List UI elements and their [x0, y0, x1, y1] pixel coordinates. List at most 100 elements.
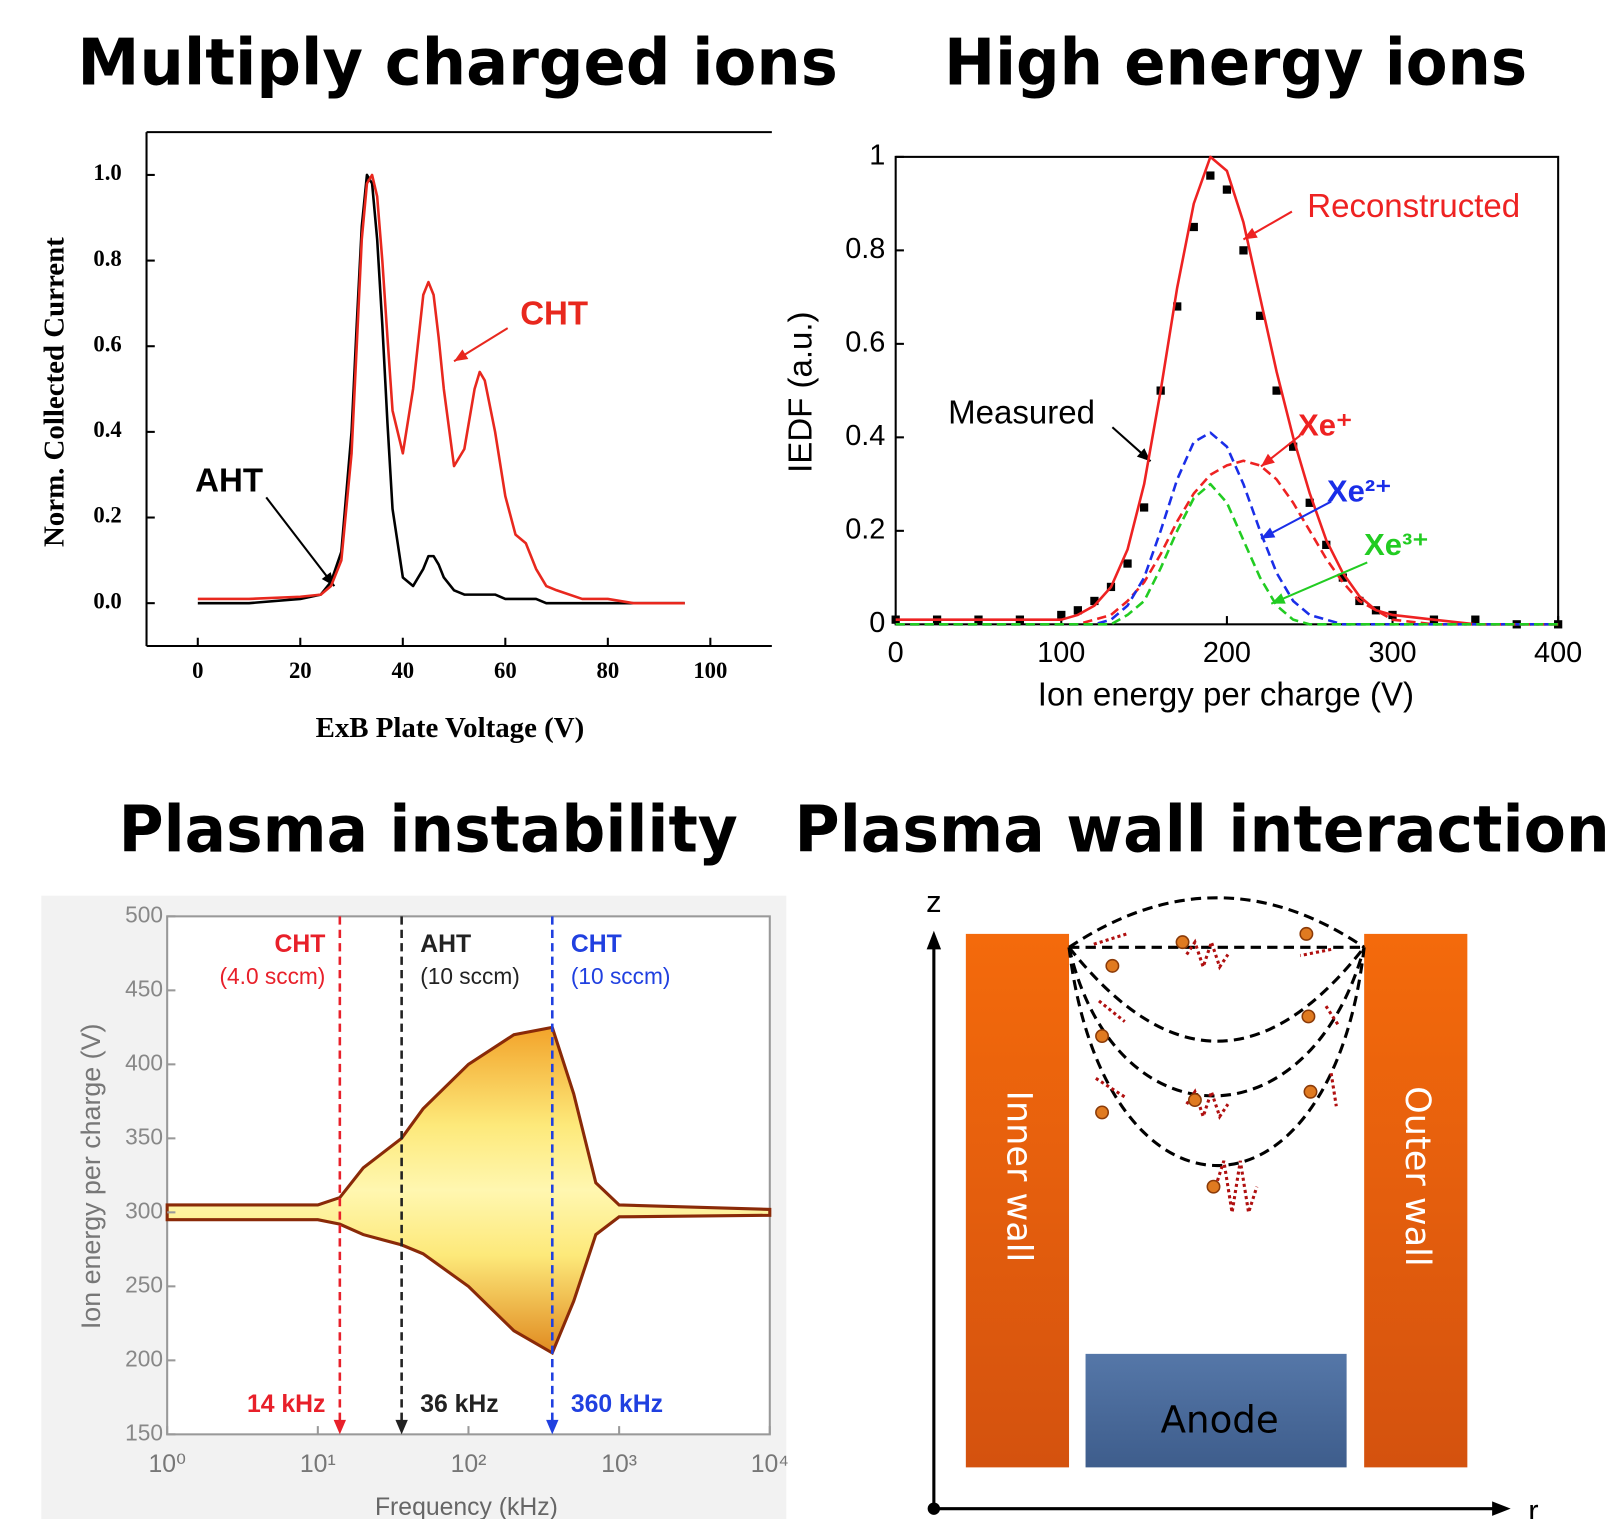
field-lines	[1067, 896, 1366, 1167]
y-tick-label: 450	[125, 975, 163, 1001]
series-label: Measured	[948, 394, 1095, 431]
inner-wall	[965, 933, 1070, 1468]
series-line	[895, 431, 1559, 626]
marker-name: CHT	[275, 931, 326, 958]
x-tick-label: 10⁴	[751, 1451, 789, 1478]
anode	[1085, 1353, 1347, 1468]
x-tick-label: 100	[693, 658, 727, 683]
x-tick-label: 20	[289, 658, 312, 683]
energy-envelope	[165, 1025, 772, 1356]
chart-title: Plasma instability	[119, 793, 738, 867]
wall-diagram: Plasma wall interaction Inner wall Outer…	[795, 793, 1610, 1519]
particles	[1095, 926, 1318, 1194]
particle-wiggle	[1214, 1160, 1259, 1213]
data-point	[1222, 185, 1232, 194]
particle-path	[1324, 1005, 1341, 1028]
annotation-arrow	[265, 496, 336, 587]
y-tick-label: 0.8	[93, 246, 121, 271]
particle-paths	[1093, 932, 1341, 1213]
y-tick-label: 0.0	[93, 588, 121, 613]
data-point	[1073, 606, 1082, 615]
marker-label: 36 kHz	[420, 1391, 498, 1418]
field-line	[1067, 947, 1366, 1167]
x-tick-label: 10¹	[300, 1451, 336, 1478]
origin-dot	[927, 1502, 941, 1515]
data-point	[1206, 171, 1215, 180]
series-label: AHT	[195, 462, 263, 499]
chart-title: High energy ions	[944, 27, 1527, 101]
particle-path	[1095, 1077, 1126, 1099]
series-line	[197, 173, 685, 605]
annotation-arrowhead	[1260, 453, 1275, 467]
y-tick-label: 350	[125, 1123, 163, 1149]
r-arrowhead	[1492, 1501, 1511, 1516]
data-point	[1289, 442, 1298, 451]
y-axis-title: Norm. Collected Current	[38, 237, 70, 547]
marker-name: CHT	[571, 931, 622, 958]
data-point	[1057, 610, 1066, 620]
outer-wall-label: Outer wall	[1397, 1086, 1438, 1266]
series-line	[895, 482, 1559, 626]
x-axis-title: Ion energy per charge (V)	[1038, 675, 1414, 712]
particle-path	[1329, 1072, 1338, 1107]
y-tick-label: 1.0	[93, 160, 121, 185]
marker-arrowhead	[546, 1419, 559, 1435]
y-tick-label: 0.4	[845, 420, 885, 452]
particle-path	[1299, 947, 1332, 958]
particle	[1299, 926, 1314, 941]
z-arrowhead	[926, 930, 942, 950]
chart-title: Multiply charged ions	[77, 27, 838, 101]
y-tick-label: 0.8	[845, 233, 885, 265]
y-axis-title: IEDF (a.u.)	[782, 311, 819, 472]
x-tick-label: 10⁰	[148, 1451, 186, 1478]
field-line	[1067, 946, 1366, 1043]
data-point	[1272, 386, 1281, 395]
marker-label: 14 kHz	[247, 1391, 325, 1418]
particle	[1301, 1009, 1316, 1024]
x-tick-label: 10²	[451, 1451, 487, 1478]
particle	[1095, 1029, 1110, 1044]
x-tick-label: 80	[596, 658, 619, 683]
x-tick-label: 40	[391, 658, 414, 683]
data-point	[1173, 302, 1182, 311]
outer-wall	[1364, 933, 1468, 1468]
y-tick-label: 0.4	[93, 417, 121, 442]
particle	[1095, 1105, 1110, 1120]
y-tick-label: 200	[125, 1345, 163, 1371]
particle	[1105, 958, 1120, 973]
particle	[1303, 1084, 1318, 1099]
y-tick-label: 150	[125, 1419, 163, 1445]
marker-arrowhead	[333, 1419, 347, 1435]
annotation-arrowhead	[454, 349, 469, 362]
particle	[1206, 1179, 1221, 1194]
y-tick-label: 300	[125, 1197, 163, 1223]
data-point	[1239, 246, 1248, 255]
particle-wiggle	[1185, 937, 1230, 972]
series-label: Xe³⁺	[1364, 527, 1428, 562]
data-point	[1322, 540, 1331, 549]
marker-name: AHT	[420, 931, 471, 958]
data-point	[1255, 311, 1265, 320]
x-tick-label: 200	[1203, 637, 1251, 669]
particle	[1187, 1093, 1202, 1107]
series-label: Xe²⁺	[1327, 473, 1391, 508]
marker-label: 360 kHz	[571, 1391, 663, 1418]
r-label: r	[1528, 1493, 1538, 1519]
marker-arrowhead	[395, 1419, 408, 1435]
field-line	[1068, 896, 1366, 949]
inner-wall-label: Inner wall	[998, 1091, 1039, 1263]
x-tick-label: 300	[1368, 637, 1416, 669]
series-line	[895, 155, 1559, 626]
data-point	[1338, 573, 1347, 582]
data-point	[1090, 596, 1099, 606]
y-tick-label: 0	[869, 607, 885, 639]
marker-condition: (10 sccm)	[420, 963, 520, 989]
y-tick-label: 0.2	[93, 503, 121, 528]
y-tick-label: 500	[125, 901, 163, 927]
series-line	[197, 173, 685, 605]
x-tick-label: 100	[1037, 637, 1085, 669]
particle	[1175, 935, 1190, 950]
annotation-arrowhead	[1260, 527, 1276, 539]
